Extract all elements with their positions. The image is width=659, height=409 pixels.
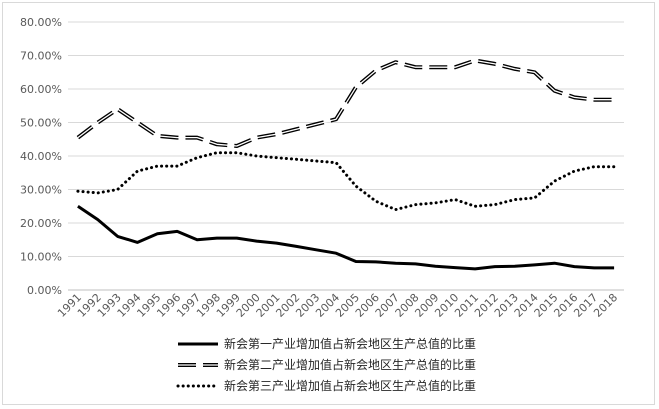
y-tick-label: 40.00%	[20, 150, 62, 163]
x-tick-label: 2018	[591, 291, 620, 320]
y-tick-label: 70.00%	[20, 50, 62, 63]
series-2	[76, 58, 615, 148]
y-tick-label: 30.00%	[20, 184, 62, 197]
y-tick-label: 0.00%	[27, 284, 62, 297]
series-lines	[76, 58, 616, 271]
y-tick-label: 50.00%	[20, 117, 62, 130]
series-1	[77, 205, 615, 271]
gridlines	[68, 21, 624, 291]
legend-label: 新会第一产业增加值占新会地区生产总值的比重	[224, 336, 476, 351]
series-line-inner	[77, 59, 615, 147]
legend: 新会第一产业增加值占新会地区生产总值的比重新会第二产业增加值占新会地区生产总值的…	[176, 336, 476, 393]
series-line	[76, 151, 616, 212]
legend-item: 新会第二产业增加值占新会地区生产总值的比重	[178, 357, 476, 372]
chart-frame	[2, 2, 655, 405]
series-3	[76, 151, 616, 212]
y-axis-ticks: 0.00% 10.00% 20.00% 30.00% 40.00% 50.00% 60.00…	[20, 16, 62, 297]
y-tick-label: 60.00%	[20, 83, 62, 96]
y-tick-label: 20.00%	[20, 217, 62, 230]
legend-label: 新会第三产业增加值占新会地区生产总值的比重	[224, 378, 476, 393]
legend-item: 新会第一产业增加值占新会地区生产总值的比重	[178, 336, 476, 351]
y-tick-label: 10.00%	[20, 251, 62, 264]
y-tick-label: 80.00%	[20, 16, 62, 29]
legend-item: 新会第三产业增加值占新会地区生产总值的比重	[176, 378, 476, 393]
series-line	[77, 205, 615, 271]
legend-label: 新会第二产业增加值占新会地区生产总值的比重	[224, 357, 476, 372]
x-axis-ticks: 1991199219931994199519961997199819992000…	[55, 291, 620, 320]
